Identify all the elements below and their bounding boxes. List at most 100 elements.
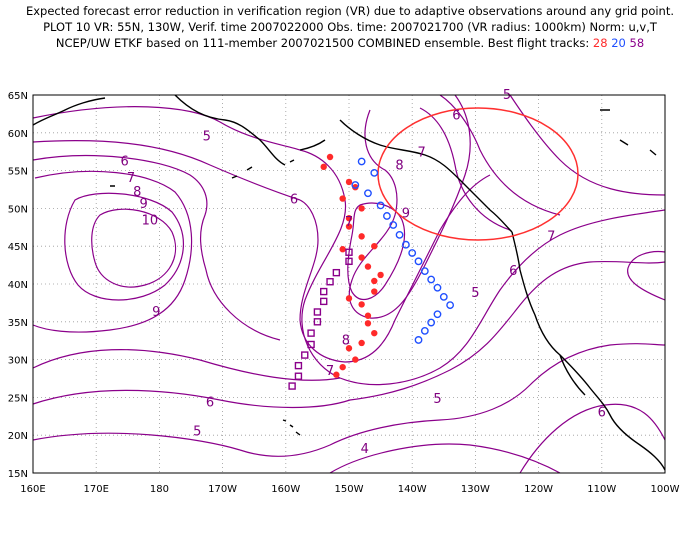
flight-point-red: [339, 363, 346, 371]
flight-point-blue: [427, 275, 436, 284]
flight-point-purple: [332, 268, 341, 277]
flight-point-red: [345, 295, 353, 302]
longitude-label: 130W: [461, 484, 490, 495]
contour-label: 5: [193, 424, 201, 439]
flight-point-red: [339, 246, 346, 253]
contour-line: [32, 432, 241, 451]
flight-point-blue: [364, 189, 372, 198]
longitude-label: 140W: [398, 484, 427, 495]
flight-point-blue: [433, 283, 442, 292]
contour-line: [299, 174, 491, 363]
title-line-2: PLOT 10 VR: 55N, 130W, Verif. time 20070…: [43, 20, 657, 34]
flight-point-purple: [307, 329, 315, 337]
flight-point-blue: [427, 318, 436, 327]
flight-point-blue: [414, 257, 423, 266]
latitude-label: 45N: [8, 242, 28, 253]
contour-label: 10: [142, 213, 159, 228]
latitude-label: 25N: [8, 393, 28, 404]
contour-label: 5: [203, 130, 211, 145]
latitude-label: 40N: [8, 280, 28, 291]
flight-point-purple: [288, 382, 296, 390]
contour-line: [329, 443, 561, 474]
coastline-siberia: [32, 97, 106, 126]
contour-line: [32, 155, 281, 341]
coastline-baja: [559, 354, 586, 396]
flight-point-red: [358, 339, 365, 347]
flight-point-blue: [433, 310, 442, 319]
contour-line: [348, 94, 471, 319]
contour-line: [32, 389, 351, 409]
contour-line: [419, 107, 511, 231]
flight-point-red: [371, 288, 378, 295]
contour-label: 6: [452, 108, 460, 123]
flight-point-red: [364, 263, 372, 270]
coastline-hawaii: [282, 419, 301, 436]
flight-point-red: [326, 153, 334, 161]
axis-labels: 160E 170E 180 170W 160W 150W 140W 130W 120W 110W 1…: [8, 91, 680, 495]
contour-label: 6: [206, 396, 214, 411]
contour-label: 7: [345, 215, 353, 230]
contour-label: 8: [395, 158, 403, 173]
title-line-3-text: NCEP/UW ETKF based on 111-member 2007021…: [55, 36, 590, 50]
contour-line: [32, 170, 193, 333]
longitude-label: 170E: [83, 484, 108, 495]
contour-line: [91, 208, 177, 288]
contour-line: [32, 106, 301, 151]
contour-line: [299, 149, 666, 386]
latitude-label: 50N: [8, 204, 28, 215]
contour-line: [627, 250, 666, 301]
coastlines: [32, 94, 666, 471]
flight-track-markers: [288, 153, 455, 390]
track-count-red: 28: [592, 36, 608, 50]
track-count-blue: 20: [611, 36, 626, 50]
flight-point-red: [333, 371, 340, 378]
contour-label: 5: [471, 286, 479, 301]
contour-label: 9: [402, 207, 410, 222]
map-frame: [32, 94, 666, 474]
flight-point-red: [320, 163, 327, 171]
contour-label: 5: [433, 392, 441, 407]
contour-label: 9: [152, 305, 160, 320]
contour-label: 6: [290, 192, 298, 207]
flight-point-red: [358, 205, 365, 212]
flight-point-purple: [301, 351, 309, 359]
flight-point-red: [345, 178, 353, 186]
contour-line: [239, 343, 666, 457]
flight-point-purple: [313, 318, 322, 326]
longitude-label: 160W: [271, 484, 300, 495]
contour-label: 8: [133, 185, 141, 200]
flight-point-blue: [370, 168, 379, 177]
latitude-label: 30N: [8, 356, 28, 367]
flight-point-red: [364, 320, 372, 327]
flight-point-purple: [307, 340, 315, 349]
longitude-label: 100W: [651, 484, 680, 495]
flight-point-red: [358, 301, 365, 308]
flight-point-blue: [395, 230, 404, 239]
contour-label: 4: [361, 442, 369, 457]
longitude-label: 160E: [20, 484, 45, 495]
flight-point-red: [371, 243, 378, 250]
contour-label: 7: [418, 145, 426, 160]
flight-point-red: [345, 215, 353, 222]
contour-line: [349, 260, 666, 401]
longitude-label: 180: [150, 484, 169, 495]
latitude-label: 65N: [8, 91, 28, 102]
flight-point-blue: [420, 326, 429, 335]
coastline-aleutians: [110, 159, 295, 187]
flight-point-red: [371, 277, 378, 285]
flight-point-blue: [439, 292, 448, 301]
contour-label: 7: [127, 171, 135, 186]
flight-point-purple: [320, 287, 328, 296]
latitude-label: 15N: [8, 469, 28, 480]
flight-point-red: [358, 233, 365, 240]
longitude-label: 170W: [208, 484, 237, 495]
flight-point-red: [377, 271, 384, 279]
coastline-arctic-islands: [600, 109, 657, 156]
flight-point-blue: [383, 212, 391, 220]
flight-point-purple: [294, 372, 303, 380]
latitude-label: 60N: [8, 129, 28, 140]
track-count-purple: 58: [629, 36, 645, 50]
title-line-3: NCEP/UW ETKF based on 111-member 2007021…: [0, 36, 700, 50]
